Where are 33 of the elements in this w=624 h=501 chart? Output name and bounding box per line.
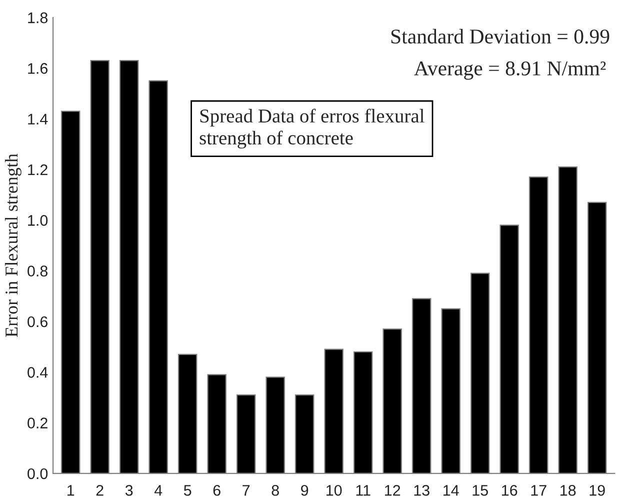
x-tick-label: 3 — [125, 484, 133, 496]
y-tick-label: 1.8 — [28, 12, 48, 24]
y-tick-label: 1.6 — [28, 63, 48, 74]
x-tick-label: 1 — [68, 485, 74, 496]
y-tick-label: 1.4 — [28, 114, 48, 124]
x-tick-label: 12 — [385, 484, 400, 496]
x-tick-label: 11 — [356, 485, 370, 496]
annotation: Average = 8.91 N/mm² — [414, 61, 606, 80]
y-tick-label: 0.4 — [28, 367, 48, 378]
x-tick-label: 16 — [502, 484, 518, 496]
y-tick-label: 1.0 — [28, 215, 48, 226]
x-tick-label: 9 — [301, 484, 308, 496]
x-tick-label: 8 — [272, 484, 279, 496]
y-tick-label: 0.2 — [28, 418, 48, 428]
x-tick-label: 10 — [326, 484, 342, 496]
y-tick-label: 1.2 — [28, 164, 48, 176]
x-tick-label: 19 — [590, 484, 605, 496]
y-tick-label: 0.0 — [28, 468, 48, 480]
x-tick-label: 2 — [96, 484, 104, 496]
y-axis-title: Error in Flexural strength — [4, 154, 22, 337]
x-tick-label: 7 — [242, 485, 250, 496]
annotation: Spread Data of erros flexural strength of concrete — [200, 108, 424, 149]
x-tick-label: 18 — [560, 484, 576, 496]
x-tick-label: 4 — [154, 485, 162, 496]
x-tick-label: 5 — [184, 485, 192, 496]
y-tick-label: 0.8 — [28, 266, 48, 277]
x-tick-label: 14 — [444, 485, 459, 496]
x-tick-label: 15 — [472, 485, 488, 496]
x-tick-label: 17 — [531, 485, 546, 496]
annotation: Standard Deviation = 0.99 — [391, 28, 610, 44]
x-tick-label: 6 — [213, 484, 220, 496]
y-tick-label: 0.6 — [28, 316, 48, 328]
x-tick-label: 13 — [414, 484, 430, 496]
